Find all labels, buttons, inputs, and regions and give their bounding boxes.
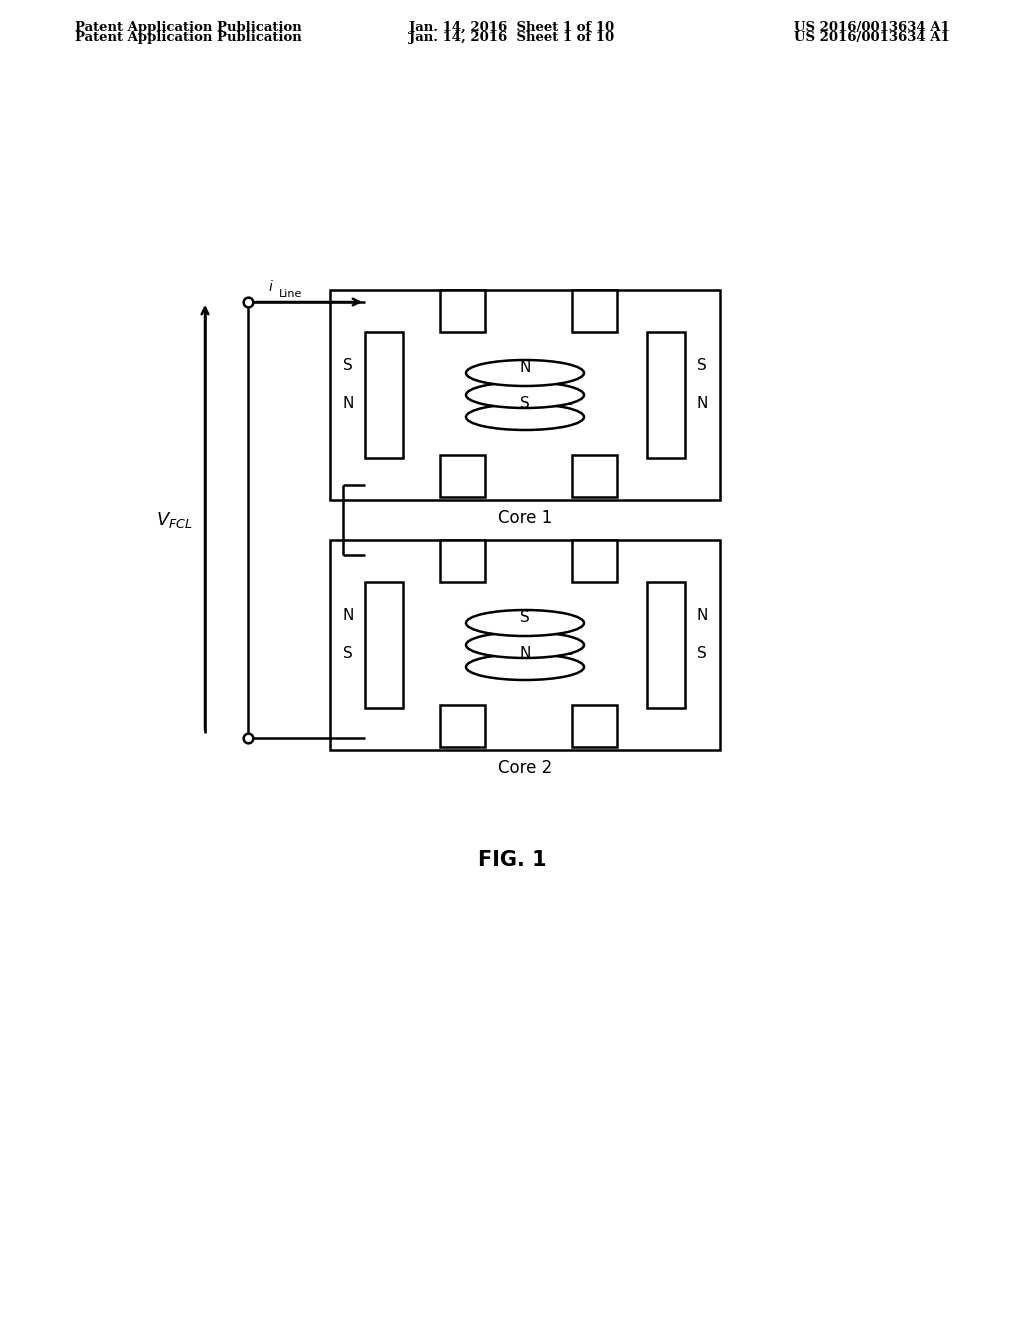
Bar (572, 705, 617, 747)
Bar (330, 540, 720, 750)
Text: Core 1: Core 1 (498, 510, 552, 527)
Text: N: N (696, 607, 708, 623)
Text: $i$: $i$ (268, 279, 273, 294)
Ellipse shape (466, 653, 584, 680)
Bar (440, 540, 485, 582)
Bar (330, 290, 720, 500)
Bar (572, 290, 617, 333)
Text: US 2016/0013634 A1: US 2016/0013634 A1 (795, 30, 950, 44)
Bar (440, 290, 485, 333)
Text: Jan. 14, 2016  Sheet 1 of 10: Jan. 14, 2016 Sheet 1 of 10 (410, 21, 614, 33)
Text: N: N (519, 359, 530, 375)
Text: Line: Line (279, 289, 302, 300)
Text: N: N (519, 645, 530, 660)
Text: Patent Application Publication: Patent Application Publication (75, 30, 302, 44)
Text: N: N (342, 607, 353, 623)
Text: Jan. 14, 2016  Sheet 1 of 10: Jan. 14, 2016 Sheet 1 of 10 (410, 30, 614, 44)
Bar (440, 455, 485, 498)
Bar (365, 582, 403, 708)
Ellipse shape (466, 360, 584, 385)
Ellipse shape (466, 381, 584, 408)
Text: S: S (697, 645, 707, 660)
Bar (572, 540, 617, 582)
Text: US 2016/0013634 A1: US 2016/0013634 A1 (795, 21, 950, 33)
Ellipse shape (466, 632, 584, 657)
Text: S: S (520, 396, 529, 411)
Text: $V_{FCL}$: $V_{FCL}$ (157, 510, 193, 531)
Text: N: N (696, 396, 708, 411)
Text: S: S (343, 645, 353, 660)
Bar (440, 705, 485, 747)
Text: Patent Application Publication: Patent Application Publication (75, 21, 302, 33)
Bar (572, 455, 617, 498)
Ellipse shape (466, 610, 584, 636)
Bar (647, 582, 685, 708)
Text: Core 2: Core 2 (498, 759, 552, 777)
Text: S: S (520, 610, 529, 624)
Text: S: S (343, 358, 353, 372)
Text: S: S (697, 358, 707, 372)
Text: FIG. 1: FIG. 1 (477, 850, 547, 870)
Bar (647, 333, 685, 458)
Bar (365, 333, 403, 458)
Text: N: N (342, 396, 353, 411)
Ellipse shape (466, 404, 584, 430)
